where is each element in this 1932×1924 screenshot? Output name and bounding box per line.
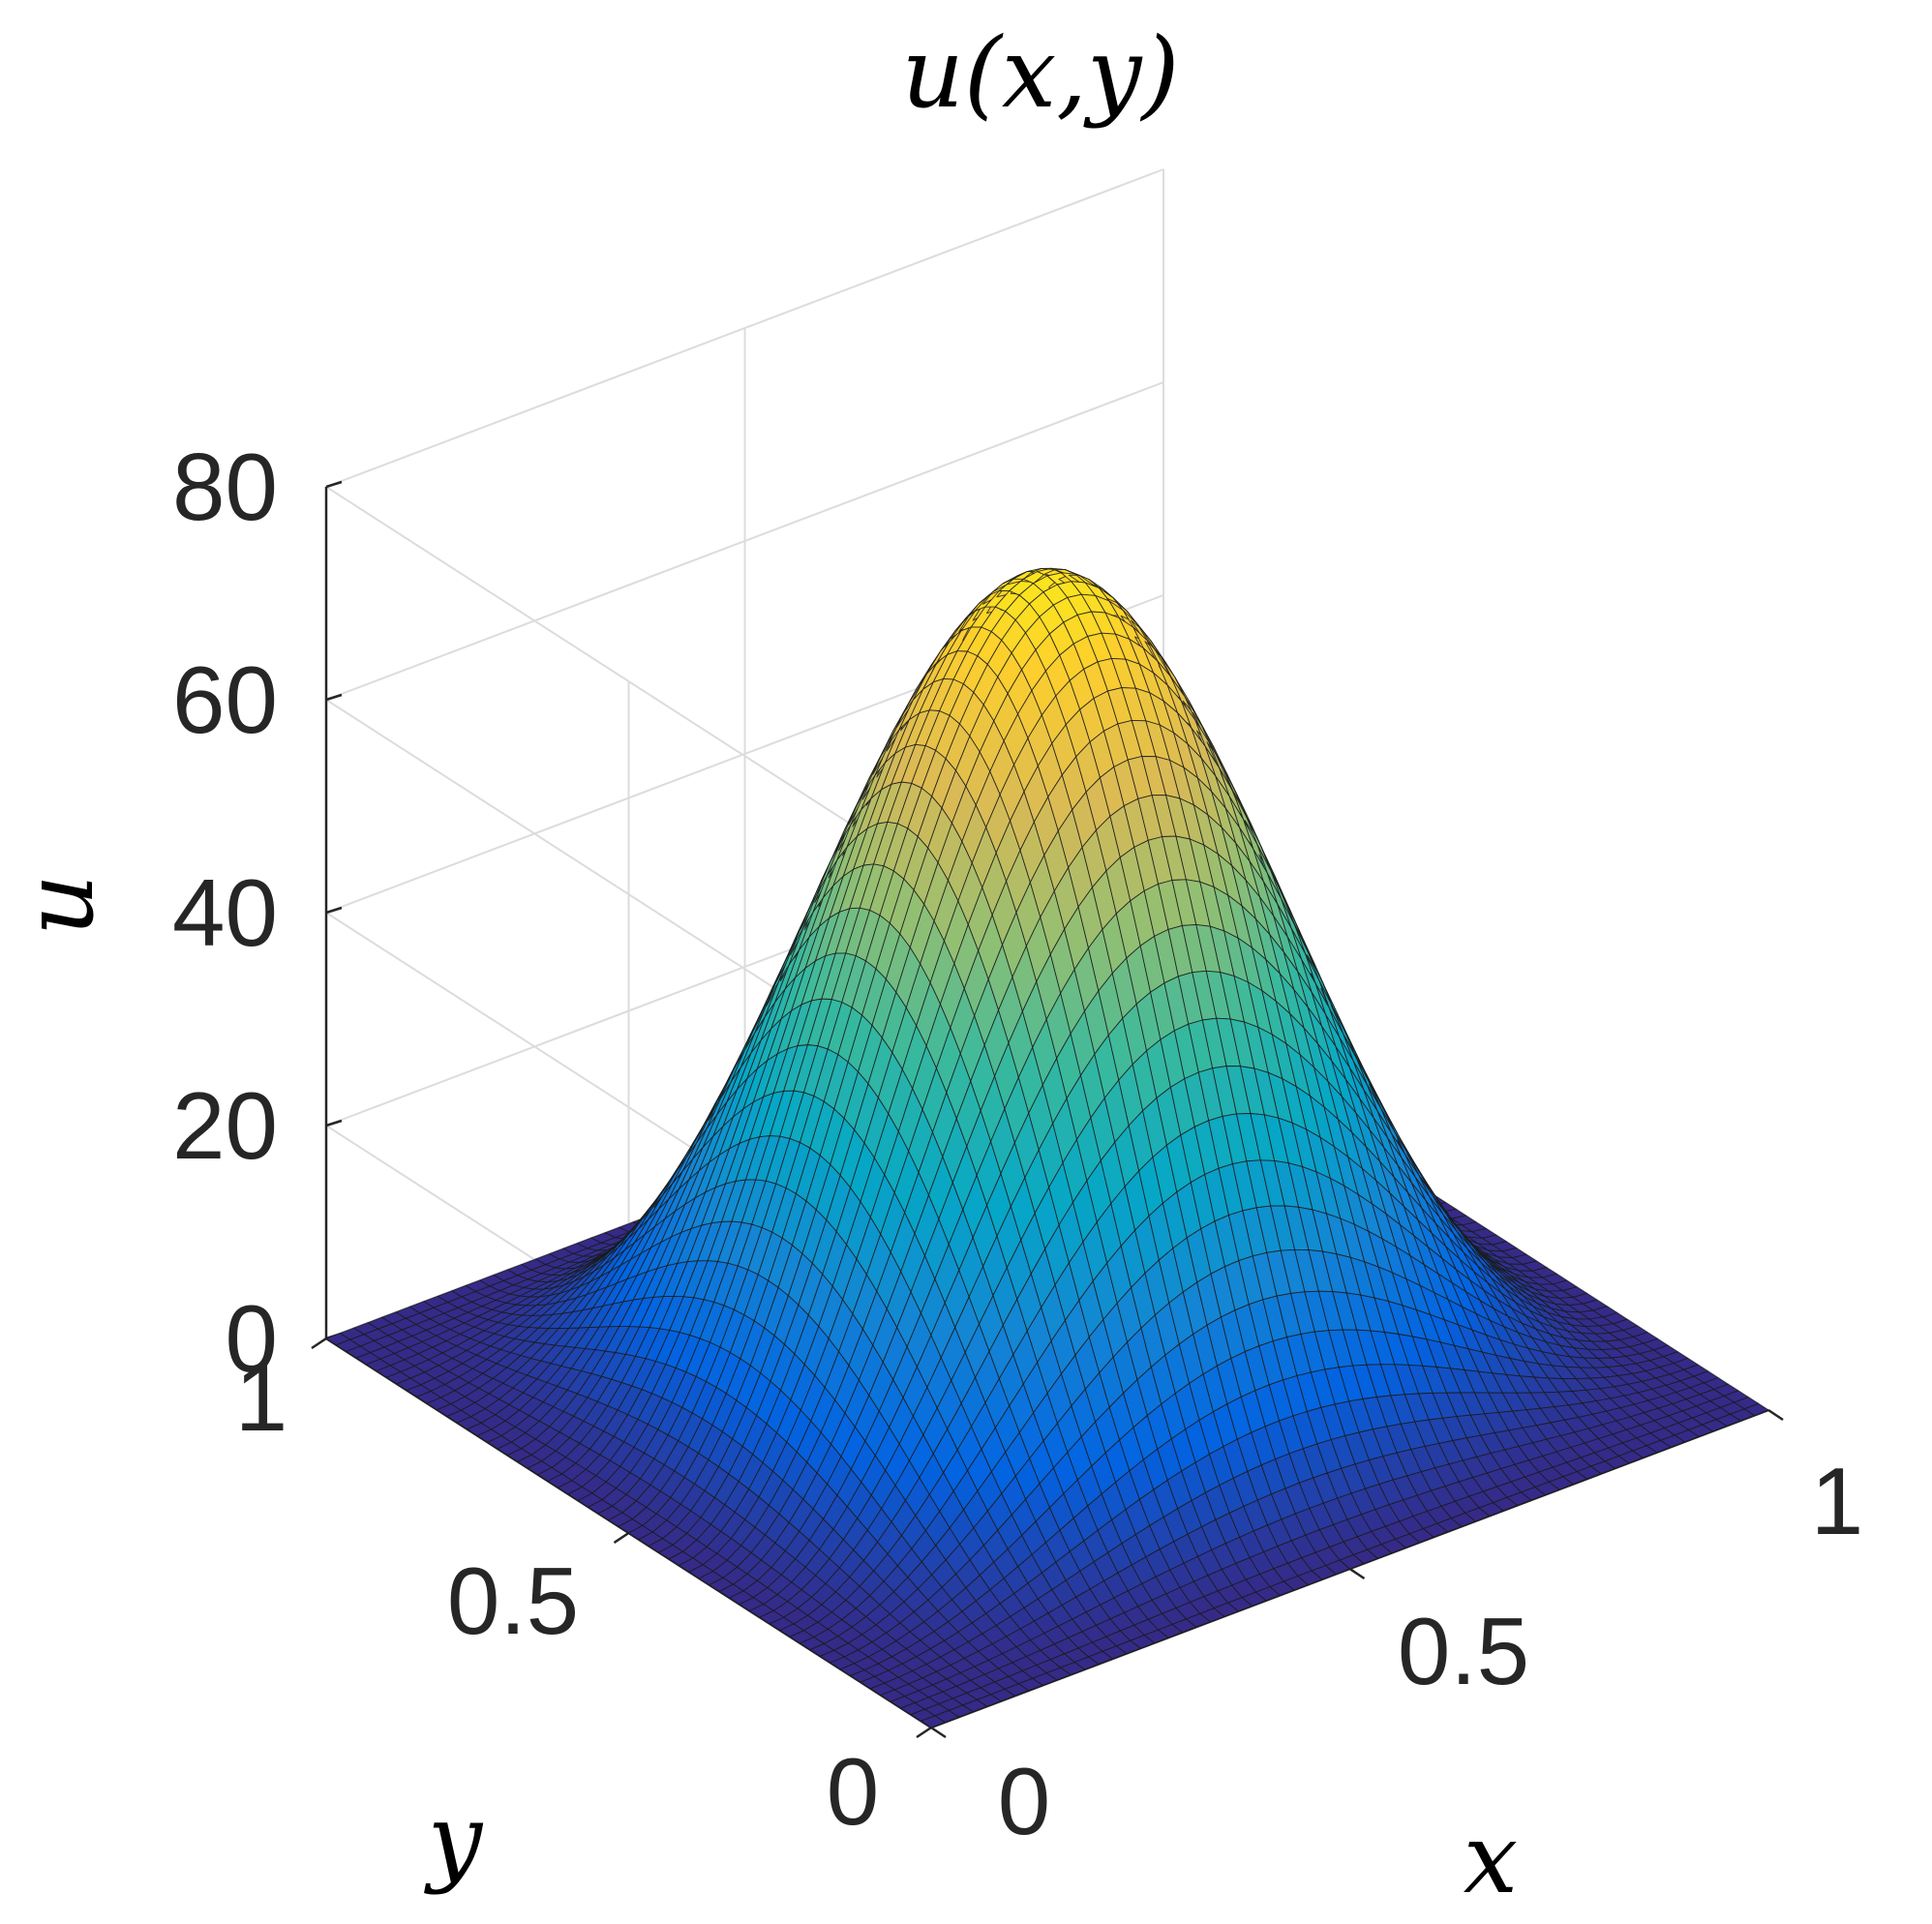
surface-mesh [325,567,1769,1729]
z-tick-label: 40 [172,859,278,966]
x-tick-label: 0 [998,1748,1051,1854]
z-tick-mark [325,693,343,702]
z-tick-label: 80 [172,434,278,540]
chart-title: u(x,y) [901,16,1179,130]
z-tick-mark [325,906,343,915]
y-tick-mark [311,1337,327,1350]
surface-patch [1743,1402,1769,1416]
y-tick-mark [613,1531,630,1545]
y-axis-label: y [424,1783,484,1896]
x-tick-label: 1 [1811,1448,1864,1554]
z-tick-mark [325,480,343,489]
y-tick-label: 1 [235,1344,288,1451]
y-tick-mark [916,1726,932,1739]
x-tick-label: 0.5 [1398,1598,1529,1704]
y-tick-label: 0.5 [447,1548,579,1654]
z-tick-label: 60 [172,646,278,753]
x-axis-label: x [1464,1802,1518,1915]
z-tick-mark [325,1119,343,1127]
x-tick-mark [1348,1567,1366,1580]
y-tick-label: 0 [827,1738,880,1845]
x-tick-mark [930,1726,947,1739]
z-axis-label: u [2,874,115,936]
z-tick-label: 0 [225,1285,278,1392]
z-tick-label: 20 [172,1072,278,1179]
x-tick-mark [1767,1408,1784,1422]
